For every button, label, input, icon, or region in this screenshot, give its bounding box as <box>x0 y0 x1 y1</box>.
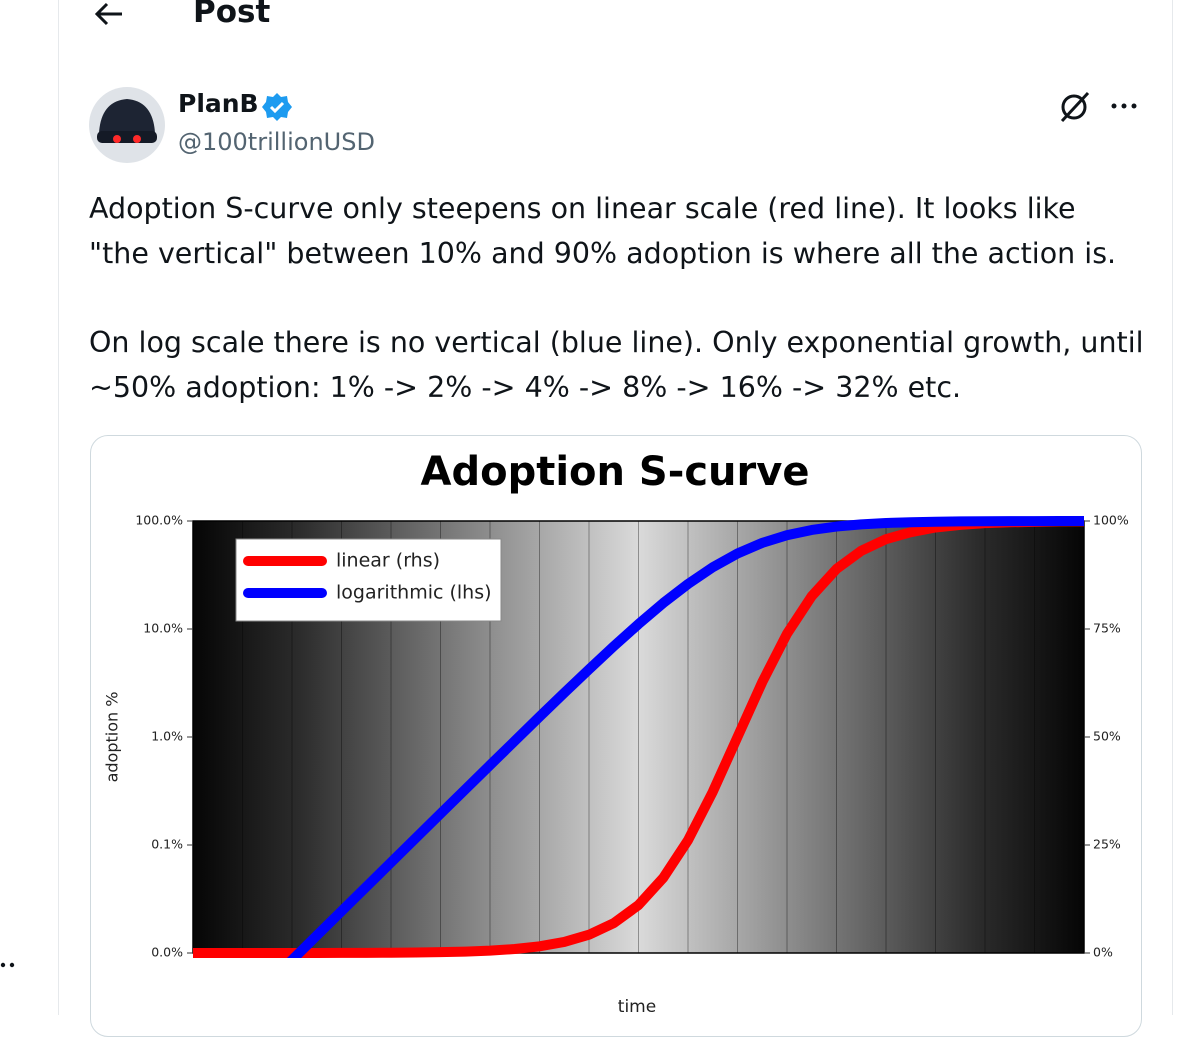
post-image[interactable]: Adoption S-curve time adoption % 0.0% 0.1… <box>90 435 1142 1037</box>
post-text: "the vertical" between 10% and 90% adopt… <box>89 237 1117 270</box>
y2-tick-label: 0% <box>1093 945 1113 960</box>
verified-badge <box>262 93 292 121</box>
author-name[interactable]: PlanB <box>178 89 259 118</box>
series-line <box>286 516 1084 958</box>
y-tick-label: 1.0% <box>151 729 183 744</box>
legend-label: logarithmic (lhs) <box>336 582 492 604</box>
post-text: On log scale there is no vertical (blue … <box>89 326 1144 359</box>
legend-box <box>235 538 502 622</box>
post-text: ~50% adoption: 1% -> 2% -> 4% -> 8% -> 1… <box>89 371 962 404</box>
x-axis-label: time <box>618 997 656 1017</box>
y-tick-label: 100.0% <box>135 513 183 528</box>
column-border <box>1172 0 1173 1015</box>
y2-tick-label: 75% <box>1093 621 1121 636</box>
more-button[interactable] <box>1110 96 1140 116</box>
series-line <box>193 516 1084 958</box>
y2-tick-label: 25% <box>1093 837 1121 852</box>
y2-tick-label: 100% <box>1093 513 1129 528</box>
page: Post PlanB @100trillionUSD Adoption S-cu… <box>0 0 1173 1037</box>
chart-title: Adoption S-curve <box>421 449 810 495</box>
y2-tick-label: 50% <box>1093 729 1121 744</box>
series-group <box>193 516 1084 958</box>
post-text: Adoption S-curve only steepens on linear… <box>89 192 1076 225</box>
chart: Adoption S-curve time adoption % 0.0% 0.1… <box>103 449 1129 1017</box>
avatar[interactable] <box>89 87 165 163</box>
y-axis-label: adoption % <box>103 692 122 783</box>
y-tick-label: 0.1% <box>151 837 183 852</box>
legend-label: linear (rhs) <box>336 550 440 572</box>
y-tick-label: 10.0% <box>143 621 183 636</box>
y-tick-label: 0.0% <box>151 945 183 960</box>
author-handle[interactable]: @100trillionUSD <box>178 128 375 156</box>
grok-button[interactable] <box>1058 90 1092 124</box>
overflow-dots <box>0 962 15 968</box>
column-border <box>58 0 59 1015</box>
back-button[interactable] <box>92 0 126 32</box>
page-title: Post <box>193 0 271 30</box>
